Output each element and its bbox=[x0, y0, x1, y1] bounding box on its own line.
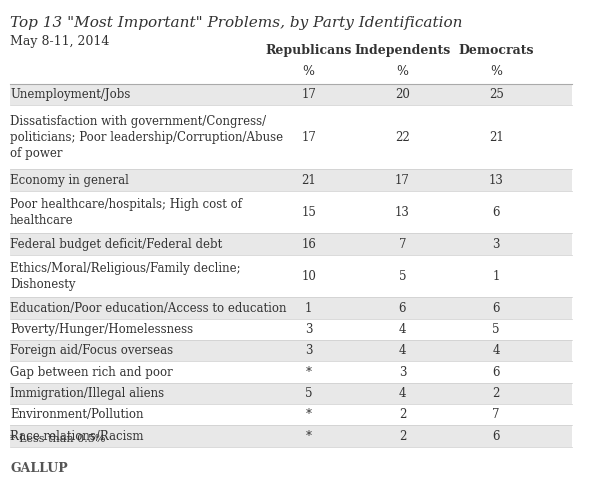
Text: 13: 13 bbox=[395, 205, 410, 218]
Text: 6: 6 bbox=[492, 365, 500, 378]
FancyBboxPatch shape bbox=[10, 169, 572, 191]
Text: 3: 3 bbox=[305, 344, 312, 357]
Text: 7: 7 bbox=[399, 238, 406, 251]
Text: Environment/Pollution: Environment/Pollution bbox=[10, 408, 144, 421]
Text: 3: 3 bbox=[492, 238, 500, 251]
Text: 2: 2 bbox=[399, 408, 406, 421]
FancyBboxPatch shape bbox=[10, 383, 572, 404]
Text: 20: 20 bbox=[395, 88, 410, 101]
FancyBboxPatch shape bbox=[10, 340, 572, 362]
Text: 5: 5 bbox=[492, 323, 500, 336]
Text: 6: 6 bbox=[492, 429, 500, 442]
Text: 6: 6 bbox=[492, 205, 500, 218]
Text: Poor healthcare/hospitals; High cost of
healthcare: Poor healthcare/hospitals; High cost of … bbox=[10, 198, 242, 227]
Text: 3: 3 bbox=[399, 365, 406, 378]
Text: * Less than 0.5%: * Less than 0.5% bbox=[10, 434, 106, 444]
Text: Education/Poor education/Access to education: Education/Poor education/Access to educa… bbox=[10, 302, 286, 315]
Text: 4: 4 bbox=[399, 344, 406, 357]
Text: Federal budget deficit/Federal debt: Federal budget deficit/Federal debt bbox=[10, 238, 222, 251]
Text: 16: 16 bbox=[301, 238, 316, 251]
Text: May 8-11, 2014: May 8-11, 2014 bbox=[10, 35, 109, 48]
Text: 7: 7 bbox=[492, 408, 500, 421]
Text: %: % bbox=[396, 65, 409, 78]
Text: Foreign aid/Focus overseas: Foreign aid/Focus overseas bbox=[10, 344, 173, 357]
Text: 21: 21 bbox=[489, 131, 504, 144]
Text: 6: 6 bbox=[399, 302, 406, 315]
Text: Dissatisfaction with government/Congress/
politicians; Poor leadership/Corruptio: Dissatisfaction with government/Congress… bbox=[10, 115, 283, 160]
Text: 1: 1 bbox=[492, 269, 500, 282]
Text: Poverty/Hunger/Homelessness: Poverty/Hunger/Homelessness bbox=[10, 323, 193, 336]
Text: 22: 22 bbox=[395, 131, 410, 144]
Text: 17: 17 bbox=[301, 88, 316, 101]
Text: 3: 3 bbox=[305, 323, 312, 336]
Text: %: % bbox=[490, 65, 502, 78]
Text: Race relations/Racism: Race relations/Racism bbox=[10, 429, 144, 442]
Text: *: * bbox=[306, 408, 312, 421]
Text: Economy in general: Economy in general bbox=[10, 174, 129, 187]
Text: 10: 10 bbox=[301, 269, 316, 282]
Text: 2: 2 bbox=[492, 387, 500, 400]
Text: 17: 17 bbox=[301, 131, 316, 144]
Text: 4: 4 bbox=[399, 323, 406, 336]
Text: Independents: Independents bbox=[354, 44, 450, 57]
Text: Gap between rich and poor: Gap between rich and poor bbox=[10, 365, 173, 378]
Text: Ethics/Moral/Religious/Family decline;
Dishonesty: Ethics/Moral/Religious/Family decline; D… bbox=[10, 262, 241, 291]
FancyBboxPatch shape bbox=[10, 233, 572, 254]
Text: Immigration/Illegal aliens: Immigration/Illegal aliens bbox=[10, 387, 164, 400]
Text: GALLUP: GALLUP bbox=[10, 462, 68, 475]
Text: 4: 4 bbox=[399, 387, 406, 400]
Text: %: % bbox=[303, 65, 315, 78]
Text: *: * bbox=[306, 365, 312, 378]
Text: Unemployment/Jobs: Unemployment/Jobs bbox=[10, 88, 131, 101]
Text: Democrats: Democrats bbox=[459, 44, 534, 57]
Text: 5: 5 bbox=[305, 387, 312, 400]
Text: 25: 25 bbox=[489, 88, 504, 101]
Text: Republicans: Republicans bbox=[266, 44, 352, 57]
Text: Top 13 "Most Important" Problems, by Party Identification: Top 13 "Most Important" Problems, by Par… bbox=[10, 16, 463, 30]
Text: 5: 5 bbox=[399, 269, 406, 282]
Text: 6: 6 bbox=[492, 302, 500, 315]
Text: 2: 2 bbox=[399, 429, 406, 442]
Text: 15: 15 bbox=[301, 205, 316, 218]
Text: 17: 17 bbox=[395, 174, 410, 187]
Text: 13: 13 bbox=[489, 174, 504, 187]
FancyBboxPatch shape bbox=[10, 84, 572, 106]
Text: 4: 4 bbox=[492, 344, 500, 357]
FancyBboxPatch shape bbox=[10, 426, 572, 447]
Text: *: * bbox=[306, 429, 312, 442]
Text: 21: 21 bbox=[301, 174, 316, 187]
Text: 1: 1 bbox=[305, 302, 312, 315]
FancyBboxPatch shape bbox=[10, 297, 572, 319]
